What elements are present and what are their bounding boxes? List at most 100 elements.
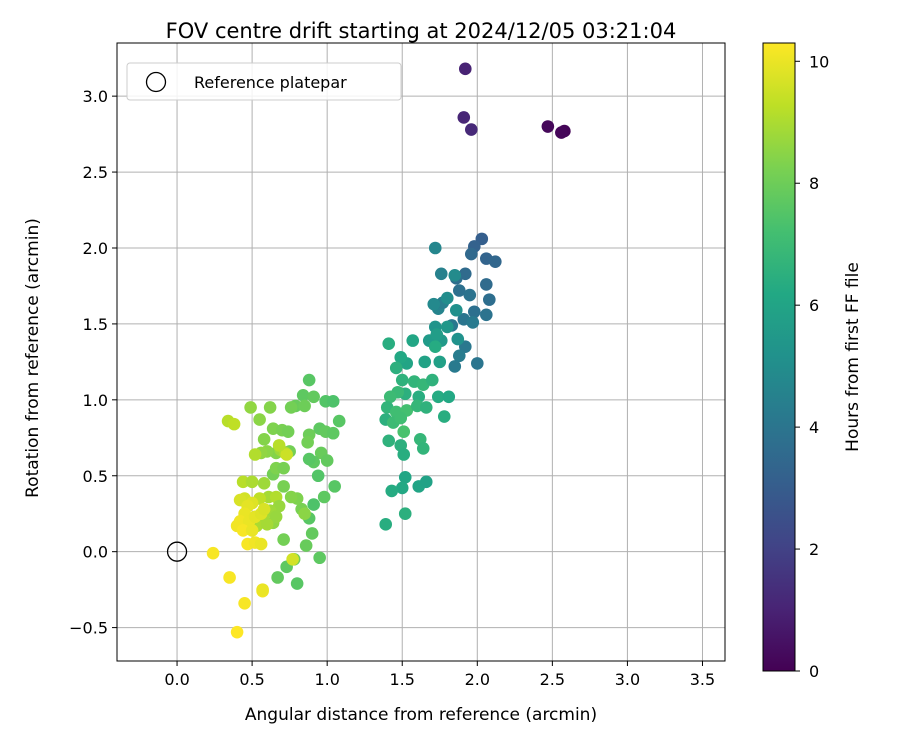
x-tick-label: 2.5 xyxy=(540,670,565,689)
data-point xyxy=(281,425,295,439)
data-point xyxy=(448,269,462,282)
legend-entry-reference-platepar: Reference platepar xyxy=(194,73,347,92)
grid-lines xyxy=(117,43,725,661)
data-point xyxy=(418,355,432,369)
x-tick-label: 1.5 xyxy=(390,670,415,689)
y-axis-label: Rotation from reference (arcmin) xyxy=(23,218,43,498)
chart-title: FOV centre drift starting at 2024/12/05 … xyxy=(166,19,677,43)
data-point xyxy=(452,349,466,363)
data-point xyxy=(385,484,399,498)
x-tick-label: 3.0 xyxy=(615,670,640,689)
data-point xyxy=(442,390,456,404)
data-point xyxy=(440,291,454,305)
data-point xyxy=(277,533,290,546)
y-tick-label: 2.5 xyxy=(83,163,108,182)
data-point xyxy=(227,417,241,431)
data-point xyxy=(395,373,409,387)
data-point xyxy=(254,537,268,551)
reference-platepar-marker xyxy=(166,541,188,562)
data-point xyxy=(326,426,340,440)
data-point xyxy=(311,469,325,483)
data-point xyxy=(440,320,454,334)
y-tick-label: 2.0 xyxy=(83,239,108,258)
data-point xyxy=(284,401,298,414)
y-tick-label: 0.5 xyxy=(83,467,108,486)
data-point xyxy=(284,490,298,504)
data-point xyxy=(427,297,441,311)
data-point xyxy=(236,475,250,489)
legend-marker-icon xyxy=(145,71,167,93)
data-point xyxy=(451,332,465,346)
colorbar-tick-label: 2 xyxy=(809,540,819,559)
data-point xyxy=(296,388,310,402)
colorbar-tick-label: 10 xyxy=(809,52,829,71)
x-tick-label: 3.5 xyxy=(690,670,715,689)
data-point xyxy=(286,552,299,566)
data-point xyxy=(332,414,346,428)
x-tick-label: 1.0 xyxy=(314,670,339,689)
data-point xyxy=(256,583,269,596)
colorbar-label: Hours from first FF file xyxy=(843,262,863,452)
data-point xyxy=(555,126,568,139)
x-axis-label: Angular distance from reference (arcmin) xyxy=(245,705,597,725)
data-point xyxy=(437,410,451,423)
data-point xyxy=(272,439,286,452)
data-point xyxy=(248,448,262,461)
data-point xyxy=(230,625,244,639)
data-point xyxy=(416,442,430,455)
data-point xyxy=(238,596,251,610)
data-point xyxy=(389,361,403,375)
colorbar-tick-label: 4 xyxy=(809,418,819,437)
data-point xyxy=(457,111,471,124)
colorbar-tick-label: 0 xyxy=(809,662,819,681)
data-point xyxy=(397,425,411,439)
data-point xyxy=(406,334,420,347)
x-tick-label: 0.5 xyxy=(239,670,264,689)
data-point xyxy=(419,401,433,414)
data-point xyxy=(236,524,250,537)
data-point xyxy=(449,303,463,317)
data-point xyxy=(290,577,304,590)
x-tick-label: 0.0 xyxy=(164,670,189,689)
data-point xyxy=(320,454,334,467)
colorbar-ticks: 0 2 4 6 8 10 xyxy=(795,52,829,681)
data-point xyxy=(245,524,259,537)
y-tick-label: 1.0 xyxy=(83,391,108,410)
data-point xyxy=(428,340,442,353)
data-point xyxy=(245,475,259,489)
data-point xyxy=(302,452,316,466)
y-tick-label: 0.0 xyxy=(83,543,108,562)
data-point xyxy=(307,390,320,404)
data-point xyxy=(269,510,283,524)
data-point xyxy=(328,480,341,493)
colorbar: 0 2 4 6 8 10 Hours from first FF file xyxy=(762,42,863,681)
data-point xyxy=(489,255,502,268)
data-point xyxy=(263,401,277,414)
data-points xyxy=(206,62,571,639)
data-point xyxy=(395,481,409,495)
colorbar-frame xyxy=(762,42,796,672)
data-point xyxy=(394,351,408,364)
y-tick-label: 3.0 xyxy=(83,87,108,106)
data-point xyxy=(244,401,257,414)
data-point xyxy=(298,507,311,521)
data-point xyxy=(301,436,314,449)
data-point xyxy=(463,288,477,302)
data-point xyxy=(317,490,331,504)
data-point xyxy=(280,448,293,461)
y-tick-label: 1.5 xyxy=(83,315,108,334)
data-point xyxy=(425,373,439,387)
y-tick-label: −0.5 xyxy=(69,619,108,638)
legend: Reference platepar xyxy=(126,62,402,101)
colorbar-tick-label: 6 xyxy=(809,296,819,315)
data-point xyxy=(448,360,462,373)
colorbar-tick-label: 8 xyxy=(809,174,819,193)
data-point xyxy=(464,247,478,261)
data-point xyxy=(307,498,320,511)
data-point xyxy=(466,316,480,329)
data-point xyxy=(480,278,493,291)
data-point xyxy=(379,518,393,531)
data-point xyxy=(299,539,313,552)
data-point xyxy=(458,62,472,76)
